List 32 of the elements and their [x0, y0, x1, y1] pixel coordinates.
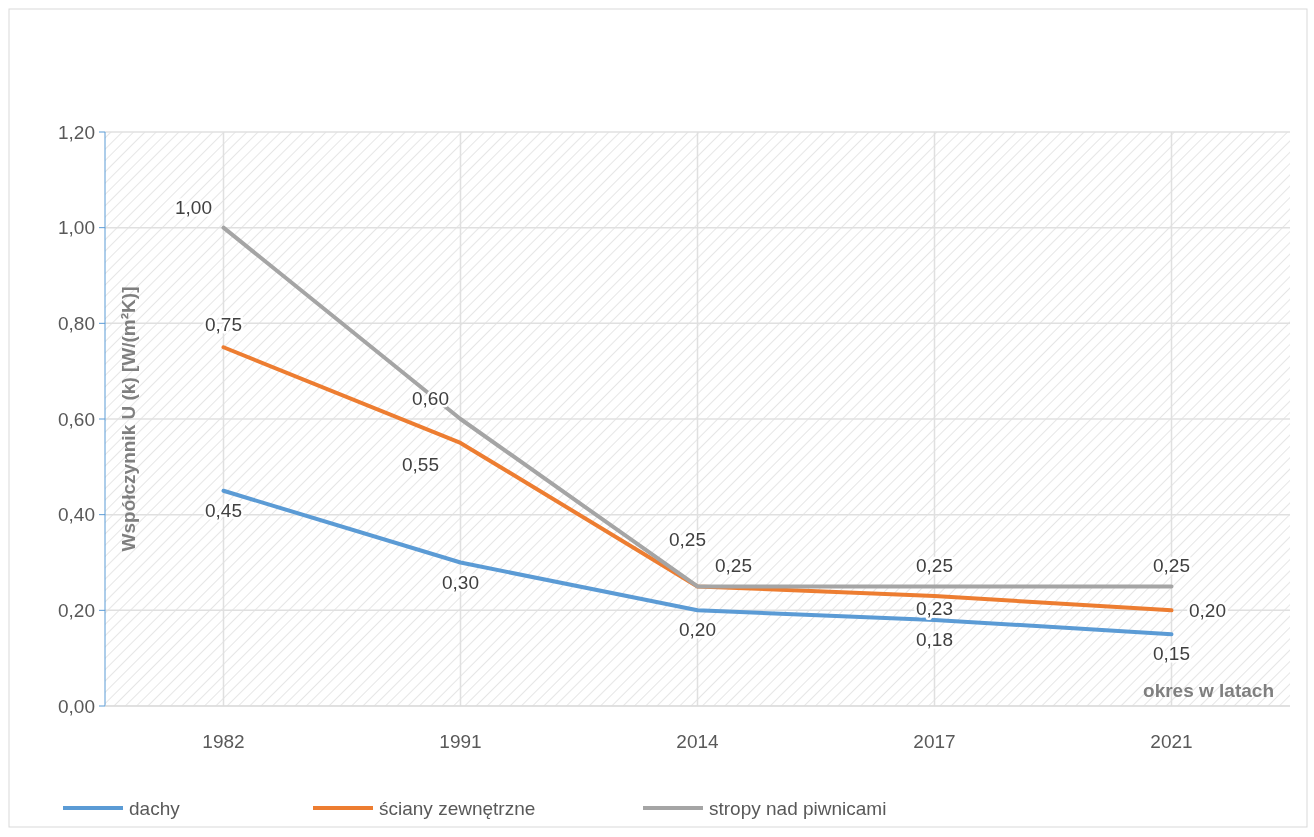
y-axis-title: Współczynnik U (k) [W/(m²K)]	[118, 286, 139, 552]
data-label: 0,25	[1153, 555, 1190, 577]
y-tick-label: 0,60	[58, 408, 95, 430]
data-label: 0,20	[1189, 600, 1226, 622]
legend-label: ściany zewnętrzne	[379, 797, 536, 819]
data-label: 1,00	[175, 196, 212, 218]
data-label: 0,55	[402, 453, 439, 475]
x-tick-label: 2014	[676, 731, 720, 752]
data-label: 0,23	[916, 597, 953, 619]
x-tick-label: 1982	[202, 731, 245, 752]
x-tick-label: 2021	[1150, 731, 1193, 752]
y-tick-label: 1,00	[58, 217, 95, 239]
y-tick-label: 1,20	[58, 121, 95, 143]
data-label: 0,25	[669, 529, 706, 551]
data-label: 0,18	[916, 628, 953, 650]
y-tick-label: 0,40	[58, 504, 95, 526]
data-label: 0,25	[715, 555, 752, 577]
x-axis-title: okres w latach	[1143, 680, 1274, 701]
y-tick-label: 0,00	[58, 695, 95, 717]
data-label: 0,20	[679, 619, 716, 641]
y-tick-label: 0,80	[58, 312, 95, 334]
legend-label: stropy nad piwnicami	[709, 797, 887, 819]
data-label: 0,30	[442, 571, 479, 593]
data-label: 0,25	[916, 555, 953, 577]
legend-label: dachy	[129, 797, 181, 819]
data-label: 0,15	[1153, 643, 1190, 665]
data-label: 0,45	[205, 499, 242, 521]
y-tick-label: 0,20	[58, 599, 95, 621]
data-label: 0,60	[412, 388, 449, 409]
x-tick-label: 2017	[913, 731, 956, 752]
data-label: 0,75	[205, 314, 242, 336]
x-tick-label: 1991	[439, 731, 482, 752]
